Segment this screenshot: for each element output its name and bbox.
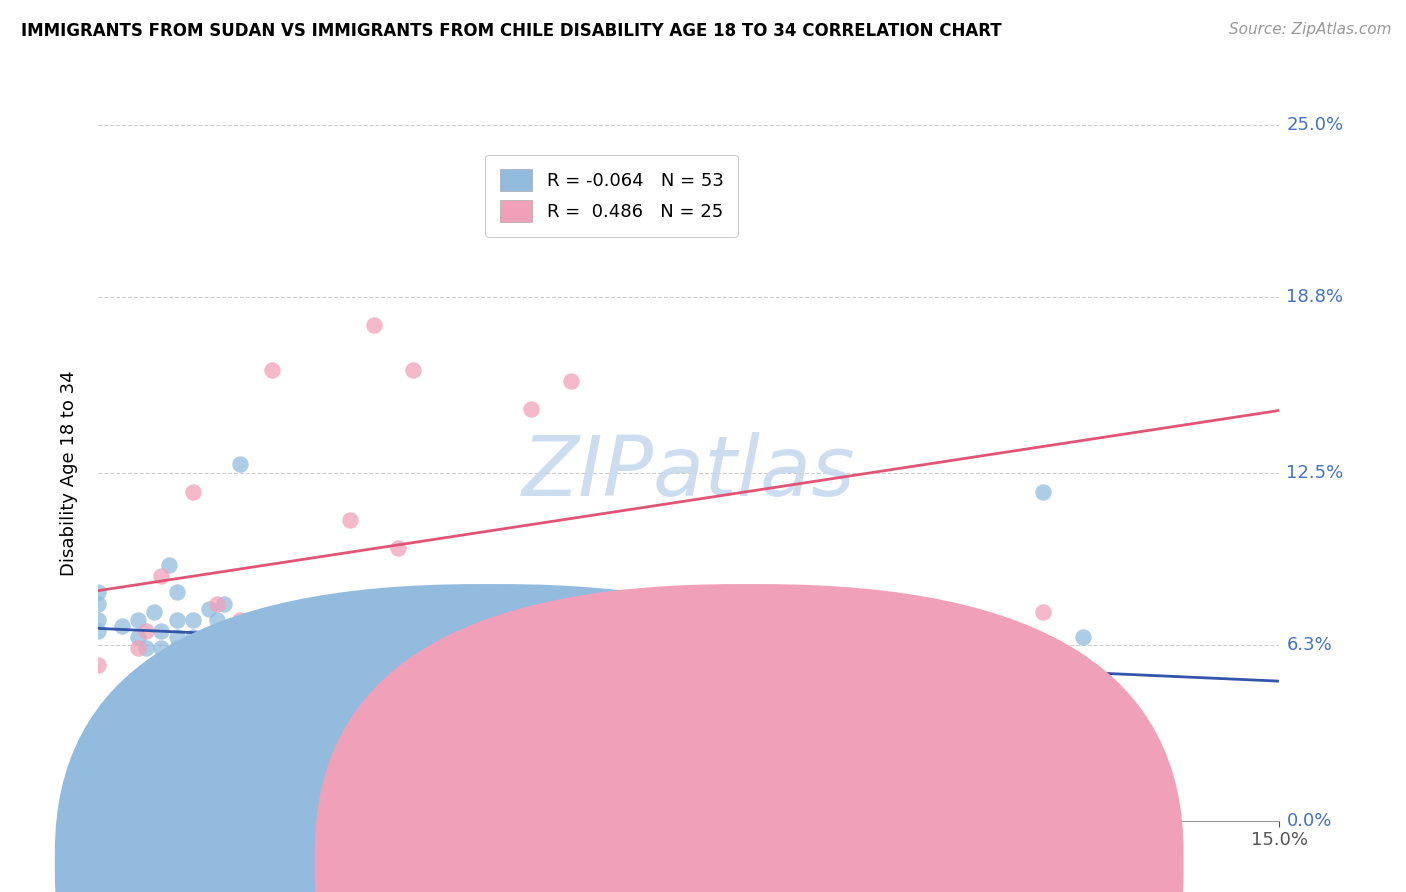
Point: [127, 641, 149, 656]
Point: [197, 602, 219, 616]
Point: [717, 714, 740, 728]
Point: [87, 657, 110, 672]
Point: [150, 641, 173, 656]
Point: [166, 630, 188, 644]
Point: [363, 318, 385, 333]
Y-axis label: Disability Age 18 to 34: Disability Age 18 to 34: [59, 370, 77, 575]
Point: [205, 597, 228, 611]
Text: 12.5%: 12.5%: [1286, 464, 1344, 482]
Point: [284, 641, 307, 656]
Point: [796, 597, 818, 611]
Point: [1032, 605, 1054, 619]
Text: Immigrants from Sudan: Immigrants from Sudan: [519, 859, 716, 877]
Legend: R = -0.064   N = 53, R =  0.486   N = 25: R = -0.064 N = 53, R = 0.486 N = 25: [485, 155, 738, 236]
Point: [284, 657, 307, 672]
Point: [190, 635, 212, 649]
Point: [835, 714, 858, 728]
Point: [1071, 630, 1094, 644]
Point: [481, 657, 503, 672]
Point: [197, 630, 219, 644]
Point: [599, 641, 621, 656]
Point: [363, 641, 385, 656]
Point: [441, 714, 464, 728]
Point: [260, 363, 283, 377]
Point: [87, 585, 110, 599]
Point: [638, 195, 661, 210]
Point: [245, 624, 267, 639]
Point: [387, 541, 409, 555]
Point: [127, 613, 149, 627]
Point: [678, 630, 700, 644]
Point: [245, 657, 267, 672]
Point: [157, 558, 180, 572]
Text: Source: ZipAtlas.com: Source: ZipAtlas.com: [1229, 22, 1392, 37]
Point: [181, 613, 204, 627]
Point: [560, 657, 582, 672]
Point: [496, 641, 519, 656]
Point: [418, 624, 440, 639]
Point: [560, 374, 582, 388]
Point: [166, 613, 188, 627]
Point: [520, 685, 543, 699]
Point: [229, 458, 252, 472]
Text: IMMIGRANTS FROM SUDAN VS IMMIGRANTS FROM CHILE DISABILITY AGE 18 TO 34 CORRELATI: IMMIGRANTS FROM SUDAN VS IMMIGRANTS FROM…: [21, 22, 1001, 40]
Point: [166, 585, 188, 599]
Point: [402, 363, 425, 377]
Point: [347, 669, 370, 683]
Point: [181, 485, 204, 500]
Point: [205, 630, 228, 644]
Point: [638, 685, 661, 699]
Point: [214, 597, 236, 611]
Text: ZIPatlas: ZIPatlas: [522, 433, 856, 513]
Point: [323, 630, 346, 644]
Point: [953, 657, 976, 672]
Point: [402, 657, 425, 672]
Point: [1032, 485, 1054, 500]
Point: [339, 513, 361, 527]
Point: [323, 657, 346, 672]
Point: [87, 624, 110, 639]
Point: [308, 697, 330, 711]
Point: [481, 624, 503, 639]
Text: Immigrants from Chile: Immigrants from Chile: [779, 859, 965, 877]
Text: 0.0%: 0.0%: [1286, 812, 1331, 830]
Point: [623, 724, 645, 739]
Point: [166, 641, 188, 656]
Point: [150, 624, 173, 639]
Point: [796, 624, 818, 639]
Point: [142, 605, 165, 619]
Text: 6.3%: 6.3%: [1286, 636, 1333, 655]
Point: [520, 401, 543, 416]
Point: [181, 630, 204, 644]
Point: [875, 657, 897, 672]
Point: [205, 641, 228, 656]
Point: [87, 597, 110, 611]
Point: [135, 624, 157, 639]
Point: [260, 630, 283, 644]
Point: [205, 613, 228, 627]
Point: [599, 630, 621, 644]
Point: [308, 597, 330, 611]
Point: [87, 613, 110, 627]
Text: 25.0%: 25.0%: [1286, 116, 1344, 134]
Point: [111, 619, 134, 633]
Point: [229, 613, 252, 627]
Point: [756, 657, 779, 672]
Point: [150, 568, 173, 582]
Point: [174, 657, 197, 672]
Text: 18.8%: 18.8%: [1286, 288, 1344, 307]
Point: [583, 697, 606, 711]
Point: [166, 657, 188, 672]
Point: [135, 641, 157, 656]
Point: [127, 630, 149, 644]
